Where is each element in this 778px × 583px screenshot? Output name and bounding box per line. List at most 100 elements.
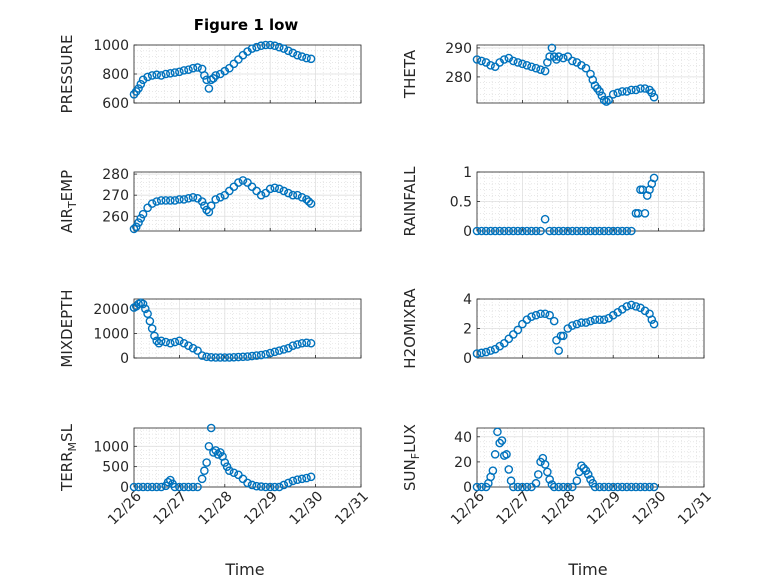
data-point <box>188 482 198 492</box>
y-tick-label: 40 <box>454 430 472 446</box>
y-axis-label: AIRTEMP <box>58 170 79 233</box>
y-axis-label-main: H2OMIXRA <box>401 288 419 369</box>
data-point <box>509 226 518 236</box>
data-point <box>495 438 505 448</box>
data-point <box>504 465 514 474</box>
data-point <box>617 482 627 492</box>
data-point <box>636 84 645 93</box>
data-point <box>586 316 595 326</box>
data-point <box>518 59 527 69</box>
subplot-1: 600 800 1000 PRESSURE <box>58 35 362 114</box>
data-point <box>261 482 270 492</box>
data-point <box>488 466 498 475</box>
data-point <box>152 482 161 492</box>
data-point <box>545 52 554 61</box>
y-tick-label: 1 <box>463 165 472 181</box>
data-point <box>179 338 189 348</box>
y-axis-label: PRESSURE <box>58 35 76 114</box>
data-point <box>486 346 495 355</box>
data-point <box>590 226 600 236</box>
data-point <box>577 461 586 470</box>
data-point <box>531 478 541 488</box>
y-axis-label-main: RAINFALL <box>401 166 419 237</box>
data-point <box>622 87 632 96</box>
data-point <box>540 214 550 224</box>
data-point <box>499 55 509 64</box>
data-point <box>531 226 541 236</box>
data-point <box>499 338 509 348</box>
data-point <box>631 482 641 492</box>
data-point <box>147 482 157 492</box>
axes-box <box>476 44 705 104</box>
figure-title: Figure 1 low <box>194 16 299 34</box>
subplot-3: 260 270 280 AIRTEMP <box>58 167 362 234</box>
y-axis-label-main: AIR <box>58 208 76 233</box>
data-point <box>527 312 536 322</box>
data-point <box>554 52 564 61</box>
data-point <box>622 302 632 311</box>
data-point <box>265 184 275 194</box>
data-point <box>284 188 293 198</box>
data-point <box>536 65 545 74</box>
y-axis-label-subscript: M <box>66 442 79 452</box>
data-point <box>608 90 618 99</box>
data-point <box>599 482 609 492</box>
data-point <box>252 186 261 196</box>
y-tick-label: 290 <box>445 41 472 57</box>
y-tick-label: 500 <box>102 460 129 476</box>
data-point <box>166 68 175 78</box>
data-point <box>543 467 552 477</box>
data-point <box>533 470 543 479</box>
data-point <box>270 482 280 492</box>
data-point <box>631 85 641 95</box>
data-point <box>179 195 189 204</box>
data-point <box>522 226 532 236</box>
data-point <box>204 84 214 93</box>
data-point <box>636 482 645 492</box>
data-point <box>540 460 550 469</box>
data-point <box>477 482 486 492</box>
data-point <box>270 347 280 357</box>
data-point <box>493 427 502 437</box>
data-point <box>599 226 609 236</box>
data-point <box>563 52 573 61</box>
data-point <box>261 188 270 198</box>
data-point <box>590 315 600 324</box>
data-point <box>649 482 659 492</box>
data-point <box>170 337 180 347</box>
data-point <box>279 44 289 53</box>
data-point <box>243 352 252 361</box>
data-point <box>597 91 607 101</box>
data-point <box>509 330 518 339</box>
data-point <box>193 482 202 492</box>
data-point <box>608 482 618 492</box>
data-point <box>200 71 209 80</box>
data-point <box>490 226 500 236</box>
data-point <box>143 203 152 213</box>
data-point <box>184 482 193 492</box>
data-point <box>229 352 239 362</box>
data-point <box>558 331 568 341</box>
data-point <box>247 182 257 192</box>
y-tick-label: 1000 <box>93 38 129 54</box>
data-point <box>477 56 486 66</box>
data-point <box>293 340 302 349</box>
data-point <box>531 63 541 73</box>
data-point <box>568 226 577 236</box>
data-point <box>134 84 143 93</box>
data-point <box>213 450 223 459</box>
data-point <box>184 341 193 351</box>
data-point <box>143 482 152 492</box>
data-point <box>234 178 243 187</box>
y-axis-label-main: MIXDEPTH <box>58 289 76 367</box>
data-point <box>129 224 139 234</box>
data-point <box>161 337 171 347</box>
data-point <box>288 341 298 351</box>
data-point <box>156 196 166 205</box>
y-axis-label-main: PRESSURE <box>58 35 76 114</box>
data-point <box>472 226 482 236</box>
x-axis-label-right: Time <box>567 560 607 579</box>
data-point <box>495 226 505 236</box>
y-tick-label: 0.5 <box>450 195 472 211</box>
data-point <box>477 226 486 236</box>
